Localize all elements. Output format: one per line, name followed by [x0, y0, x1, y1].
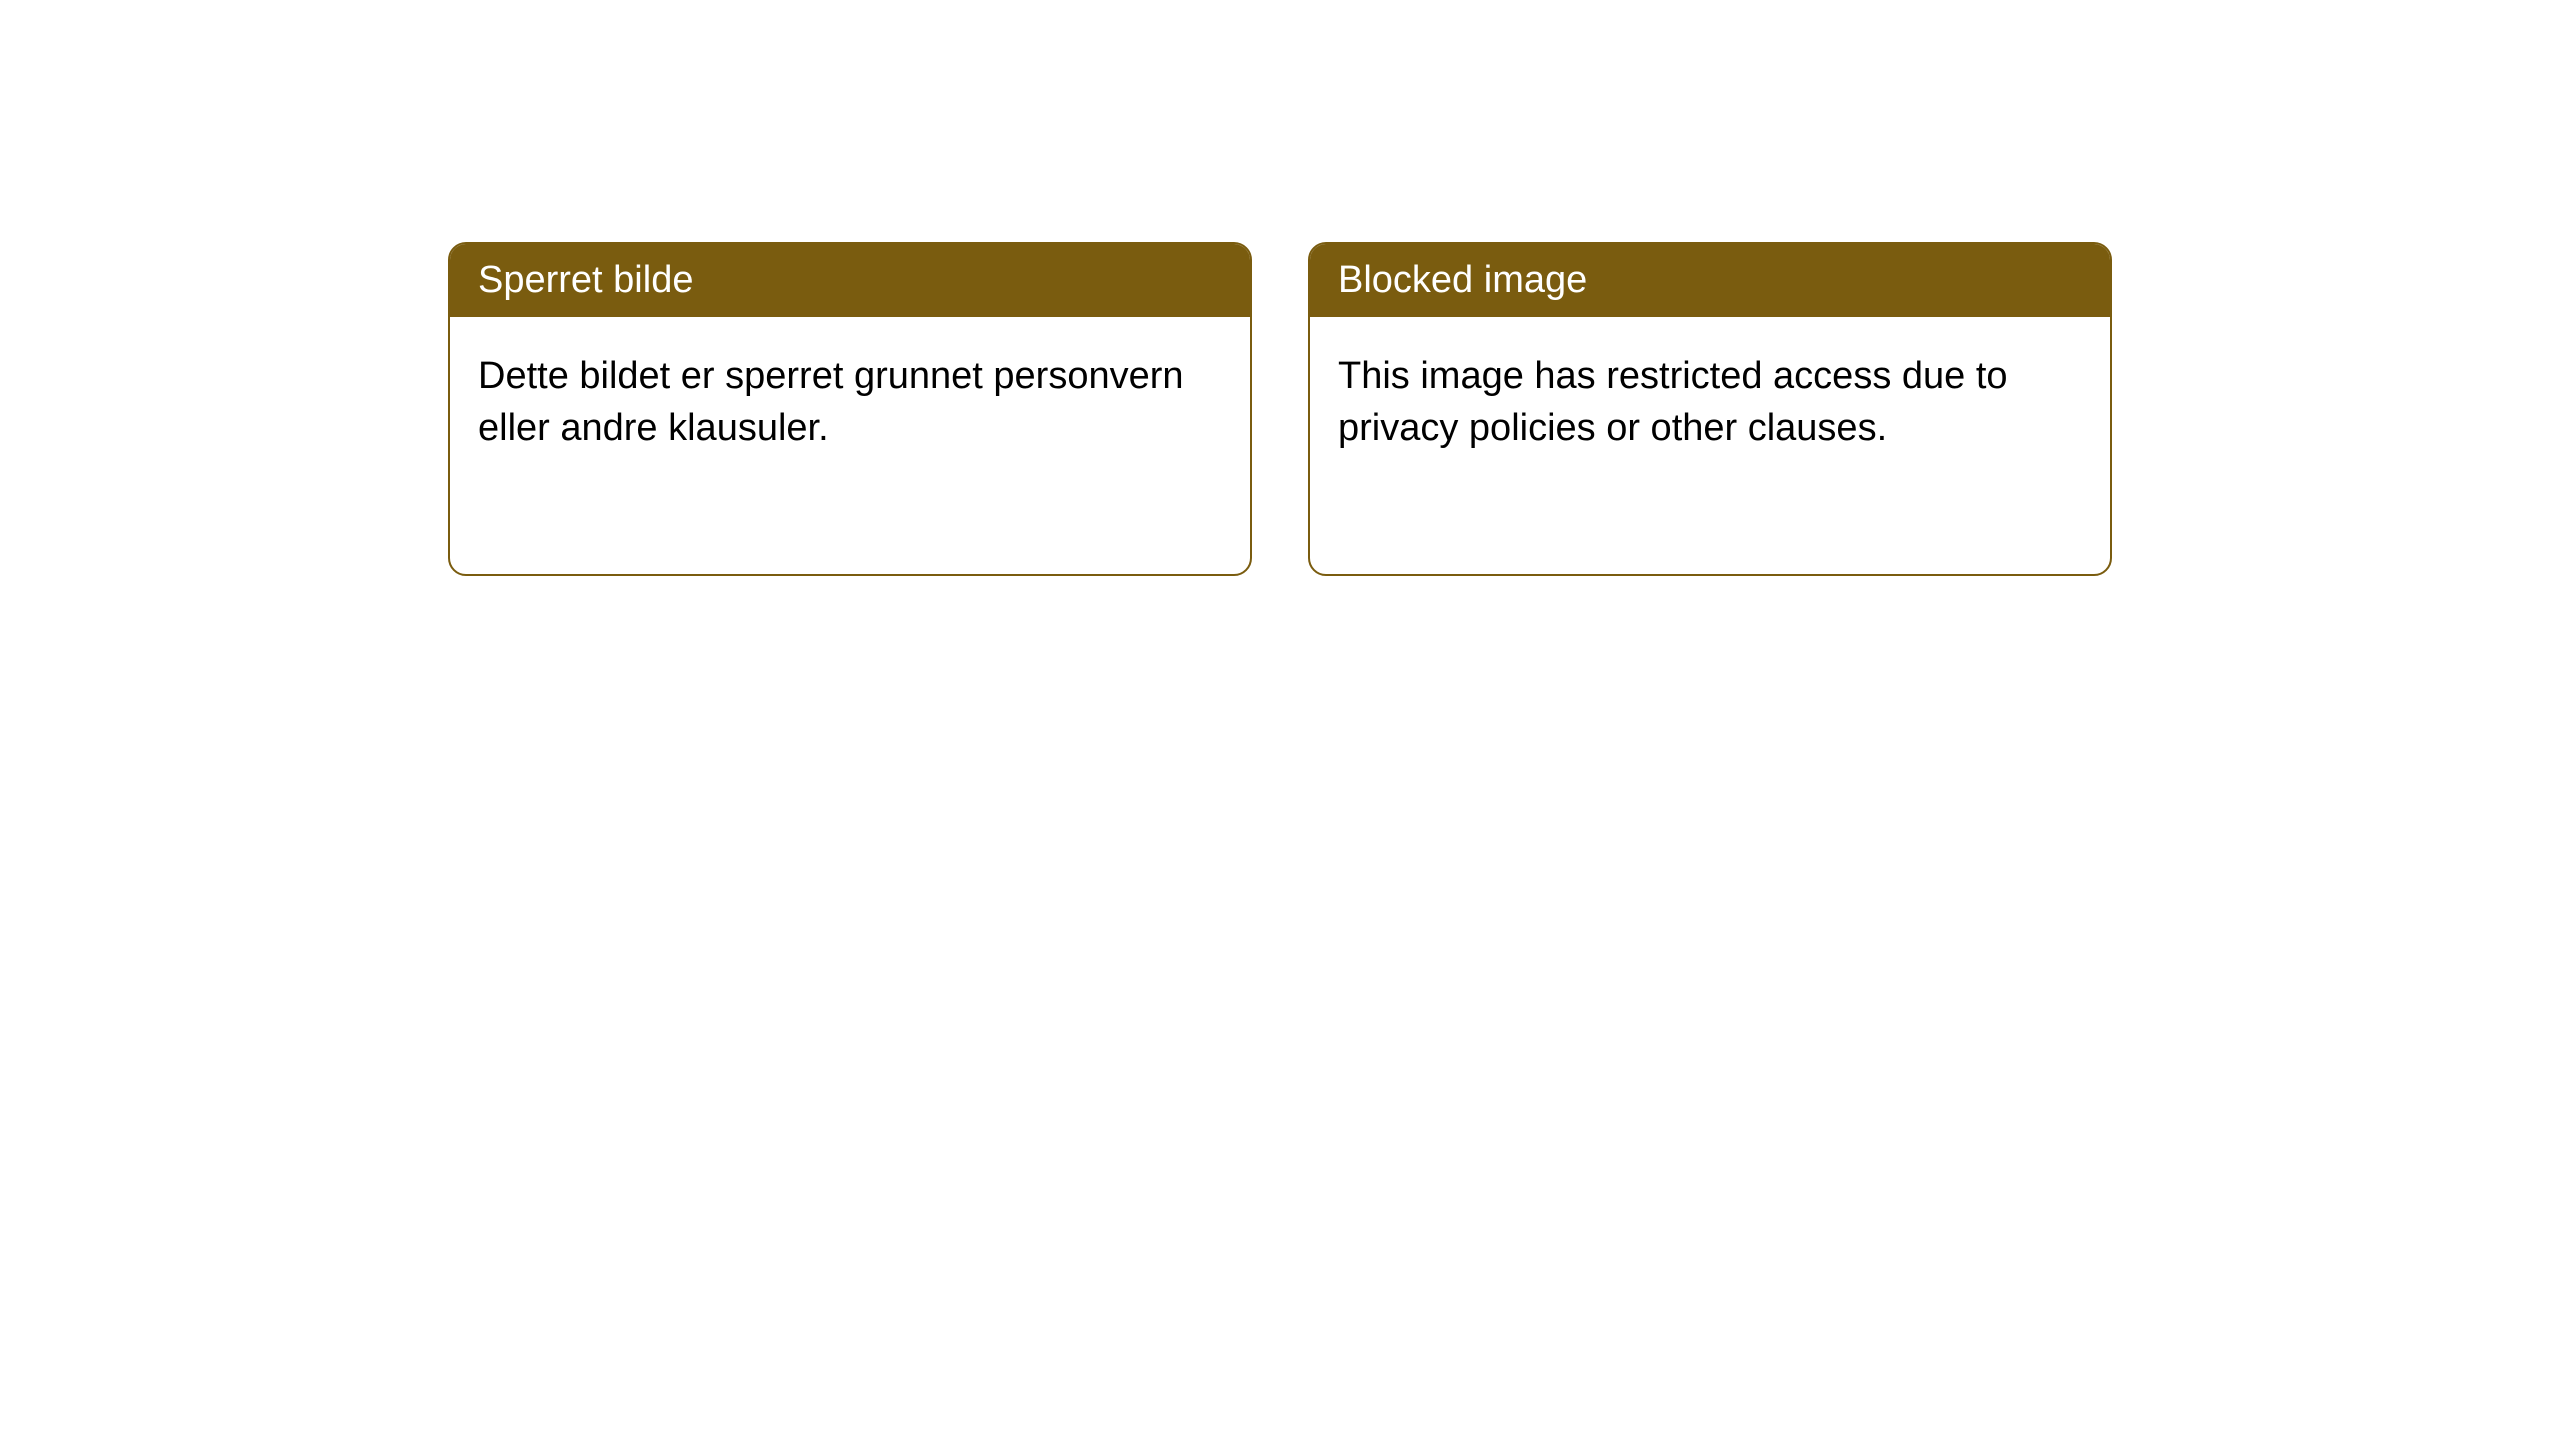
notice-title-english: Blocked image [1310, 244, 2110, 317]
notice-body-english: This image has restricted access due to … [1310, 317, 2110, 488]
notice-body-norwegian: Dette bildet er sperret grunnet personve… [450, 317, 1250, 488]
notice-container: Sperret bilde Dette bildet er sperret gr… [0, 0, 2560, 576]
notice-title-norwegian: Sperret bilde [450, 244, 1250, 317]
notice-card-english: Blocked image This image has restricted … [1308, 242, 2112, 576]
notice-card-norwegian: Sperret bilde Dette bildet er sperret gr… [448, 242, 1252, 576]
